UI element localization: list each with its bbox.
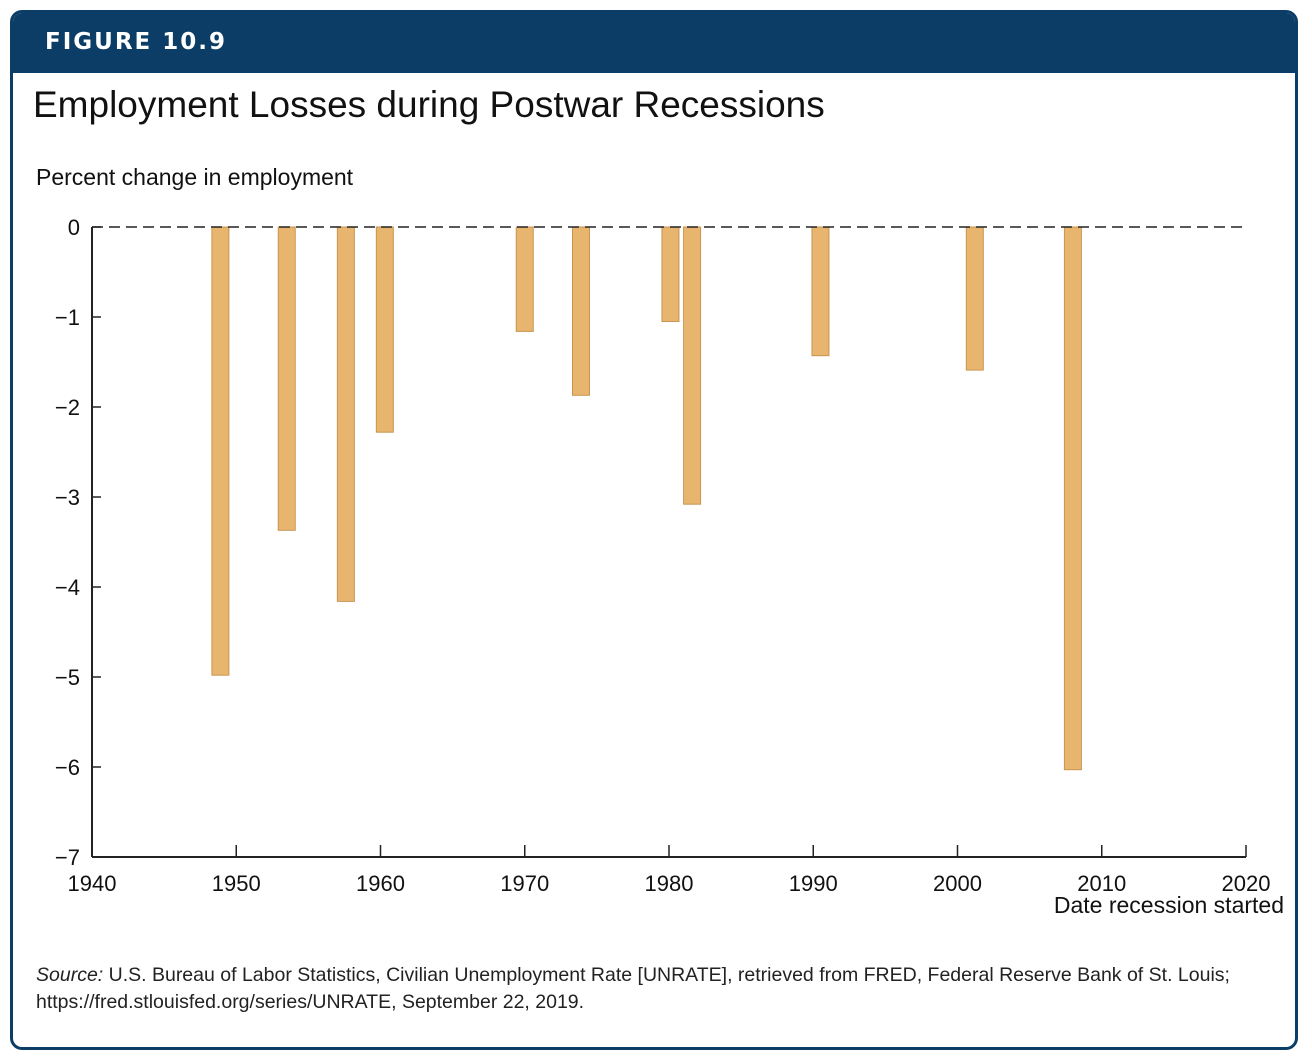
x-tick-label: 1940 — [68, 871, 117, 896]
bar-0 — [211, 226, 230, 676]
y-tick-label: −3 — [55, 485, 80, 510]
y-tick-label: −5 — [55, 665, 80, 690]
bar-2 — [336, 226, 355, 602]
x-tick-label: 1980 — [645, 871, 694, 896]
y-tick-label: −6 — [55, 755, 80, 780]
y-tick-label: 0 — [68, 215, 80, 240]
x-tick-label: 2020 — [1222, 871, 1271, 896]
bar-5 — [572, 226, 591, 396]
bar-3 — [375, 226, 394, 433]
bar-7 — [683, 226, 702, 505]
figure-label: FIGURE 10.9 — [45, 29, 228, 55]
y-tick-label: −7 — [55, 845, 80, 870]
figure-banner: FIGURE 10.9 — [13, 13, 1295, 73]
x-tick-label: 2010 — [1077, 871, 1126, 896]
bar-9 — [965, 226, 984, 371]
bar-8 — [811, 226, 830, 357]
y-tick-label: −1 — [55, 305, 80, 330]
x-tick-label: 1970 — [500, 871, 549, 896]
x-tick-label: 2000 — [933, 871, 982, 896]
x-axis-label: Date recession started — [1053, 892, 1284, 918]
x-tick-label: 1990 — [789, 871, 838, 896]
source-label: Source: — [36, 964, 104, 986]
x-tick-label: 1950 — [212, 871, 261, 896]
source-text: U.S. Bureau of Labor Statistics, Civilia… — [36, 964, 1230, 1013]
chart-title: Employment Losses during Postwar Recessi… — [33, 84, 825, 125]
source-note: Source: U.S. Bureau of Labor Statistics,… — [36, 962, 1256, 1016]
x-tick-label: 1960 — [356, 871, 405, 896]
bar-4 — [515, 226, 534, 332]
bar-1 — [277, 226, 296, 531]
y-axis-label: Percent change in employment — [36, 164, 354, 190]
y-tick-label: −4 — [55, 575, 80, 600]
bar-10 — [1063, 226, 1082, 771]
bar-6 — [661, 226, 680, 322]
y-tick-label: −2 — [55, 395, 80, 420]
